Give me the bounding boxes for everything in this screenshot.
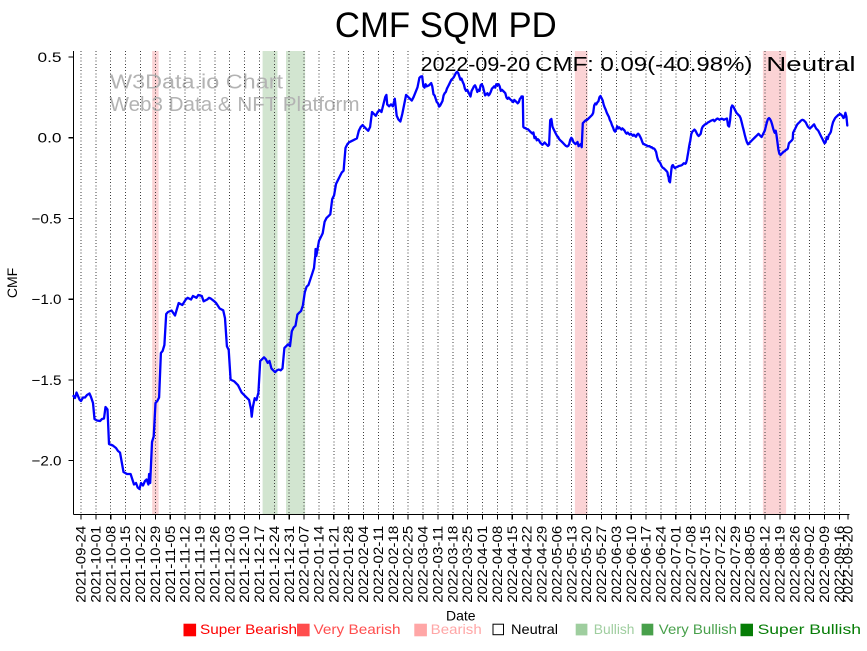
svg-text:2021-12-31: 2021-12-31	[281, 525, 297, 602]
svg-text:2022-05-13: 2022-05-13	[563, 525, 579, 602]
svg-text:2022-08-05: 2022-08-05	[742, 525, 758, 602]
svg-text:Date: Date	[446, 608, 476, 624]
svg-text:2021-11-12: 2021-11-12	[177, 525, 193, 602]
svg-text:Web3 Data & NFT Platform: Web3 Data & NFT Platform	[110, 93, 360, 116]
svg-text:2021-11-05: 2021-11-05	[162, 525, 178, 602]
svg-text:2022-09-16: 2022-09-16	[831, 525, 847, 602]
svg-text:2022-02-18: 2022-02-18	[385, 525, 401, 602]
svg-text:2022-01-07: 2022-01-07	[296, 525, 312, 602]
svg-text:2022-04-08: 2022-04-08	[489, 525, 505, 602]
svg-text:2022-02-04: 2022-02-04	[355, 525, 371, 602]
svg-text:2022-06-17: 2022-06-17	[638, 525, 654, 602]
svg-text:2021-10-15: 2021-10-15	[117, 525, 133, 602]
svg-text:2021-11-26: 2021-11-26	[206, 525, 222, 602]
svg-text:0.0: 0.0	[38, 130, 62, 146]
svg-text:2022-05-06: 2022-05-06	[548, 525, 564, 602]
svg-text:2021-12-17: 2021-12-17	[251, 525, 267, 602]
svg-text:2022-02-25: 2022-02-25	[400, 525, 416, 602]
svg-text:−1.5: −1.5	[32, 372, 62, 388]
svg-text:2022-09-20: 2022-09-20	[421, 54, 531, 76]
svg-text:2022-04-15: 2022-04-15	[504, 525, 520, 602]
svg-text:2022-06-24: 2022-06-24	[653, 525, 669, 602]
svg-text:2022-07-01: 2022-07-01	[667, 525, 683, 602]
svg-text:2022-07-08: 2022-07-08	[682, 525, 698, 602]
svg-text:2022-09-02: 2022-09-02	[801, 525, 817, 602]
svg-text:2021-11-19: 2021-11-19	[192, 525, 208, 602]
svg-text:−0.5: −0.5	[32, 210, 62, 226]
svg-text:2021-12-03: 2021-12-03	[221, 525, 237, 602]
svg-text:Neutral: Neutral	[511, 621, 558, 637]
svg-text:2022-08-12: 2022-08-12	[757, 525, 773, 602]
svg-text:2021-12-24: 2021-12-24	[266, 525, 282, 602]
svg-text:2021-10-08: 2021-10-08	[102, 525, 118, 602]
svg-text:−1.0: −1.0	[32, 291, 62, 307]
svg-text:CMF: 0.09(-40.98%): CMF: 0.09(-40.98%)	[535, 54, 752, 76]
svg-text:2022-02-11: 2022-02-11	[370, 525, 386, 602]
svg-text:2022-04-29: 2022-04-29	[534, 525, 550, 602]
svg-text:Super Bullish: Super Bullish	[758, 621, 861, 637]
svg-text:2021-09-24: 2021-09-24	[73, 525, 89, 602]
svg-text:2022-06-03: 2022-06-03	[608, 525, 624, 602]
svg-text:2022-01-21: 2022-01-21	[325, 525, 341, 602]
svg-text:2021-10-01: 2021-10-01	[87, 525, 103, 602]
svg-text:2022-05-20: 2022-05-20	[578, 525, 594, 602]
svg-text:2022-03-18: 2022-03-18	[444, 525, 460, 602]
svg-text:Neutral: Neutral	[766, 54, 855, 76]
svg-text:−2.0: −2.0	[32, 453, 62, 469]
svg-text:2022-01-14: 2022-01-14	[311, 525, 327, 602]
svg-text:W3Data.io Chart: W3Data.io Chart	[110, 71, 283, 94]
svg-text:2022-09-20: 2022-09-20	[839, 525, 855, 602]
svg-text:2022-09-09: 2022-09-09	[816, 525, 832, 602]
svg-text:2021-10-22: 2021-10-22	[132, 525, 148, 602]
svg-text:2021-12-10: 2021-12-10	[236, 525, 252, 602]
svg-text:Bearish: Bearish	[431, 621, 482, 637]
svg-text:2022-08-19: 2022-08-19	[771, 525, 787, 602]
svg-text:2022-03-11: 2022-03-11	[429, 525, 445, 602]
svg-text:2022-04-01: 2022-04-01	[474, 525, 490, 602]
svg-text:2022-08-26: 2022-08-26	[786, 525, 802, 602]
svg-text:2022-03-04: 2022-03-04	[415, 525, 431, 602]
svg-text:Very Bearish: Very Bearish	[314, 621, 401, 637]
svg-text:2022-04-22: 2022-04-22	[519, 525, 535, 602]
svg-text:Very Bullish: Very Bullish	[659, 621, 737, 637]
svg-text:CMF: CMF	[4, 268, 20, 298]
svg-text:2022-07-29: 2022-07-29	[727, 525, 743, 602]
svg-text:2021-10-29: 2021-10-29	[147, 525, 163, 602]
svg-text:2022-05-27: 2022-05-27	[593, 525, 609, 602]
svg-text:2022-07-22: 2022-07-22	[712, 525, 728, 602]
svg-text:2022-07-15: 2022-07-15	[697, 525, 713, 602]
svg-text:2022-01-28: 2022-01-28	[340, 525, 356, 602]
svg-text:Bullish: Bullish	[594, 621, 635, 637]
svg-text:2022-03-25: 2022-03-25	[459, 525, 475, 602]
svg-text:Super Bearish: Super Bearish	[200, 621, 297, 637]
svg-text:CMF SQM PD: CMF SQM PD	[335, 6, 557, 45]
svg-text:0.5: 0.5	[38, 49, 62, 65]
svg-text:2022-06-10: 2022-06-10	[623, 525, 639, 602]
